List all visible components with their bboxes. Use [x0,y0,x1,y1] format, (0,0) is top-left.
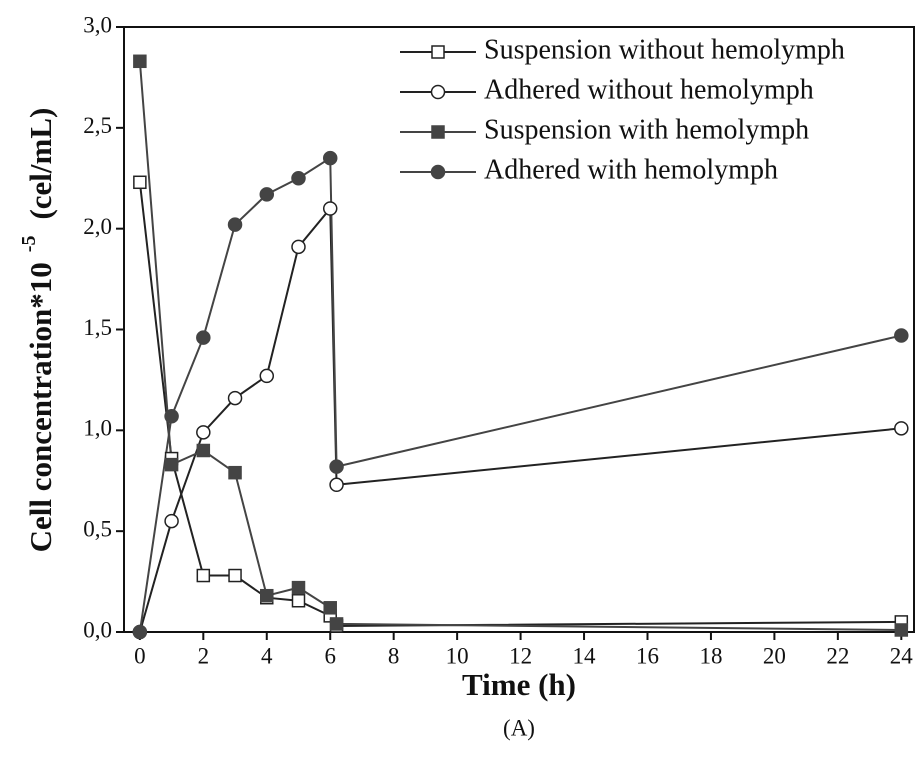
legend-marker [430,84,446,100]
legend-marker [430,164,446,180]
x-tick-label: 18 [699,643,722,668]
marker [329,459,344,474]
marker [259,187,275,202]
x-tick-label: 22 [826,643,849,668]
y-tick-label: 0,5 [83,516,112,541]
marker [291,239,306,255]
marker [164,408,179,424]
series-line [138,182,902,627]
y-label-unit: (cel/mL) [23,108,58,220]
x-tick-label: 20 [763,643,786,668]
y-tick-label: 2,0 [83,214,112,239]
marker [196,568,211,583]
marker [894,421,909,436]
marker [133,54,147,69]
x-tick-label: 16 [636,643,659,668]
caption: (A) [503,715,535,740]
marker [228,465,242,480]
x-tick-label: 0 [134,643,146,668]
marker [227,217,243,232]
legend-entry: Adhered with hemolymph [400,154,778,185]
marker [227,390,243,406]
legend-entry: Adhered without hemolymph [400,74,814,105]
marker [164,513,179,529]
marker [196,330,211,345]
x-tick-label: 2 [198,643,210,668]
x-tick-label: 14 [573,643,597,668]
marker [164,457,179,472]
legend-label: Adhered without hemolymph [484,74,814,105]
y-tick-label: 1,5 [83,315,112,340]
legend-entry: Suspension without hemolymph [400,34,845,65]
y-tick-label: 3,0 [83,12,112,37]
marker [196,443,211,458]
legend-label: Suspension without hemolymph [484,34,845,65]
marker [291,593,306,608]
marker [259,368,275,384]
marker [132,624,148,640]
x-tick-label: 4 [261,643,273,668]
x-tick-label: 24 [890,643,914,668]
legend-entry: Suspension with hemolymph [400,114,809,145]
legend-marker [431,45,445,59]
series-line [138,156,902,633]
marker [291,580,306,595]
y-axis-title-group: Cell concentration*10 -5 (cel/mL) [18,108,59,553]
x-tick-label: 12 [509,643,532,668]
marker [228,568,242,583]
marker [894,328,909,343]
series-line [138,205,902,633]
marker [329,617,344,631]
marker [196,425,211,440]
legend-label: Adhered with hemolymph [484,154,778,185]
x-axis-title: Time (h) [462,667,576,702]
marker [322,201,338,216]
marker [323,601,337,615]
marker [329,477,344,493]
marker [260,588,274,603]
y-axis-title: Cell concentration*10 -5 (cel/mL) [18,108,59,553]
y-tick-label: 1,0 [83,416,112,441]
series-line [138,61,902,631]
legend-label: Suspension with hemolymph [484,114,809,145]
y-label: Cell concentration*10 [23,262,58,552]
y-tick-label: 0,0 [83,617,112,642]
y-tick-label: 2,5 [83,113,112,138]
x-tick-label: 6 [324,643,336,668]
legend-marker [431,125,445,139]
marker [894,623,909,637]
y-label-exponent: -5 [18,236,40,253]
marker [291,171,306,186]
x-tick-label: 10 [446,643,469,668]
x-tick-label: 8 [388,643,400,668]
marker [322,150,338,166]
marker [133,175,147,190]
